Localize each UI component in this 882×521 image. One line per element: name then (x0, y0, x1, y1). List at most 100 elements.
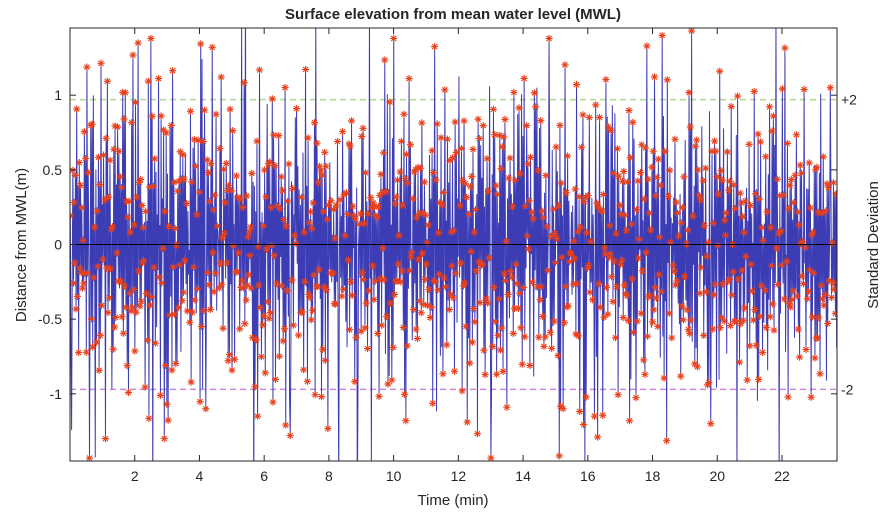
peak-marker (747, 202, 754, 209)
peak-marker (711, 137, 718, 144)
peak-marker (507, 268, 514, 275)
peak-marker (196, 189, 203, 196)
peak-marker (740, 229, 747, 236)
peak-marker (319, 346, 326, 353)
peak-marker (755, 376, 762, 383)
peak-marker (380, 149, 387, 156)
peak-marker (793, 292, 800, 299)
peak-marker (476, 135, 483, 142)
peak-marker (246, 252, 253, 259)
peak-marker (173, 242, 180, 249)
peak-marker (658, 288, 665, 295)
peak-marker (671, 268, 678, 275)
peak-marker (183, 200, 190, 207)
peak-marker (170, 264, 177, 271)
peak-marker (770, 327, 777, 334)
peak-marker (73, 105, 80, 112)
peak-marker (759, 349, 766, 356)
peak-marker (417, 165, 424, 172)
peak-marker (499, 368, 506, 375)
peak-marker (699, 177, 706, 184)
x-axis-label: Time (min) (417, 492, 488, 509)
peak-marker (741, 304, 748, 311)
peak-marker (271, 162, 278, 169)
peak-marker (161, 208, 168, 215)
peak-marker (304, 378, 311, 385)
peak-marker (401, 391, 408, 398)
peak-marker (657, 182, 664, 189)
peak-marker (345, 256, 352, 263)
peak-marker (352, 215, 359, 222)
peak-marker (291, 232, 298, 239)
peak-marker (654, 323, 661, 330)
peak-marker (83, 349, 90, 356)
peak-marker (442, 283, 449, 290)
peak-marker (795, 221, 802, 228)
peak-marker (714, 173, 721, 180)
peak-marker (339, 128, 346, 135)
peak-marker (81, 128, 88, 135)
peak-marker (515, 305, 522, 312)
peak-marker (515, 104, 522, 111)
peak-marker (687, 316, 694, 323)
peak-marker (679, 204, 686, 211)
peak-marker (104, 78, 111, 85)
peak-marker (120, 115, 127, 122)
peak-marker (807, 204, 814, 211)
peak-marker (579, 111, 586, 118)
peak-marker (830, 179, 837, 186)
peak-marker (117, 173, 124, 180)
peak-marker (135, 267, 142, 274)
peak-marker (553, 235, 560, 242)
peak-marker (460, 117, 467, 124)
peak-marker (229, 127, 236, 134)
peak-marker (127, 229, 134, 236)
peak-marker (147, 302, 154, 309)
peak-marker (653, 174, 660, 181)
peak-marker (521, 75, 528, 82)
peak-marker (548, 345, 555, 352)
peak-marker (740, 317, 747, 324)
peak-marker (524, 160, 531, 167)
peak-marker (496, 295, 503, 302)
peak-marker (89, 344, 96, 351)
peak-marker (780, 191, 787, 198)
peak-marker (640, 356, 647, 363)
peak-marker (262, 193, 269, 200)
peak-marker (171, 311, 178, 318)
peak-marker (209, 44, 216, 51)
peak-marker (82, 155, 89, 162)
peak-marker (621, 281, 628, 288)
peak-marker (301, 278, 308, 285)
peak-marker (636, 236, 643, 243)
peak-marker (589, 296, 596, 303)
peak-marker (724, 148, 731, 155)
peak-marker (634, 318, 641, 325)
peak-marker (490, 284, 497, 291)
peak-marker (425, 222, 432, 229)
peak-marker (347, 142, 354, 149)
peak-marker (684, 306, 691, 313)
peak-marker (523, 122, 530, 129)
peak-marker (633, 206, 640, 213)
peak-marker (591, 413, 598, 420)
peak-marker (309, 307, 316, 314)
peak-marker (391, 200, 398, 207)
peak-marker (410, 306, 417, 313)
peak-marker (677, 373, 684, 380)
peak-marker (307, 208, 314, 215)
peak-marker (180, 176, 187, 183)
peak-marker (671, 136, 678, 143)
peak-marker (623, 292, 630, 299)
peak-marker (661, 148, 668, 155)
peak-marker (248, 170, 255, 177)
peak-marker (773, 244, 780, 251)
peak-marker (730, 268, 737, 275)
peak-marker (244, 233, 251, 240)
peak-marker (103, 135, 110, 142)
peak-marker (104, 309, 111, 316)
peak-marker (526, 362, 533, 369)
peak-marker (75, 349, 82, 356)
